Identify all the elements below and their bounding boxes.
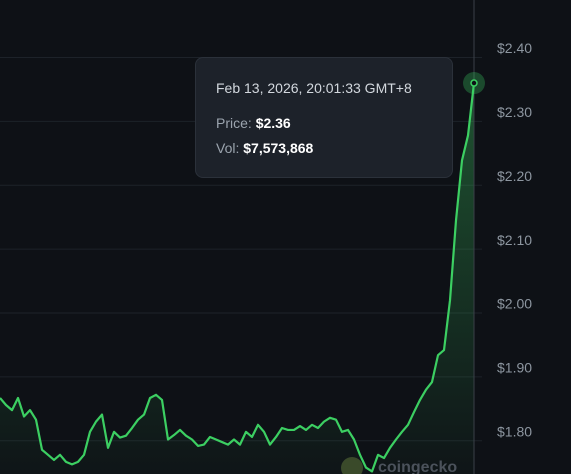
hover-dot: [470, 79, 478, 87]
y-tick-label: $1.90: [497, 360, 532, 376]
price-label: Price:: [216, 115, 252, 131]
vol-label: Vol:: [216, 140, 240, 156]
y-tick-label: $1.80: [497, 423, 532, 439]
y-tick-label: $2.00: [497, 296, 532, 312]
y-tick-label: $2.30: [497, 104, 532, 120]
area: [0, 83, 474, 474]
y-tick-label: $2.20: [497, 168, 532, 184]
y-tick-label: $2.40: [497, 40, 532, 56]
tooltip-date: Feb 13, 2026, 20:01:33 GMT+8: [216, 80, 412, 96]
tooltip-price: Price: $2.36: [216, 115, 291, 131]
watermark: coingecko: [378, 459, 457, 474]
price-value: $2.36: [255, 115, 291, 131]
price-line: [0, 82, 476, 473]
vol-value: $7,573,868: [243, 140, 314, 156]
watermark-logo: [341, 457, 363, 474]
y-tick-label: $2.10: [497, 232, 532, 248]
tooltip: Feb 13, 2026, 20:01:33 GMT+8 Price: $2.3…: [195, 57, 453, 178]
tooltip-vol: Vol: $7,573,868: [216, 140, 313, 156]
